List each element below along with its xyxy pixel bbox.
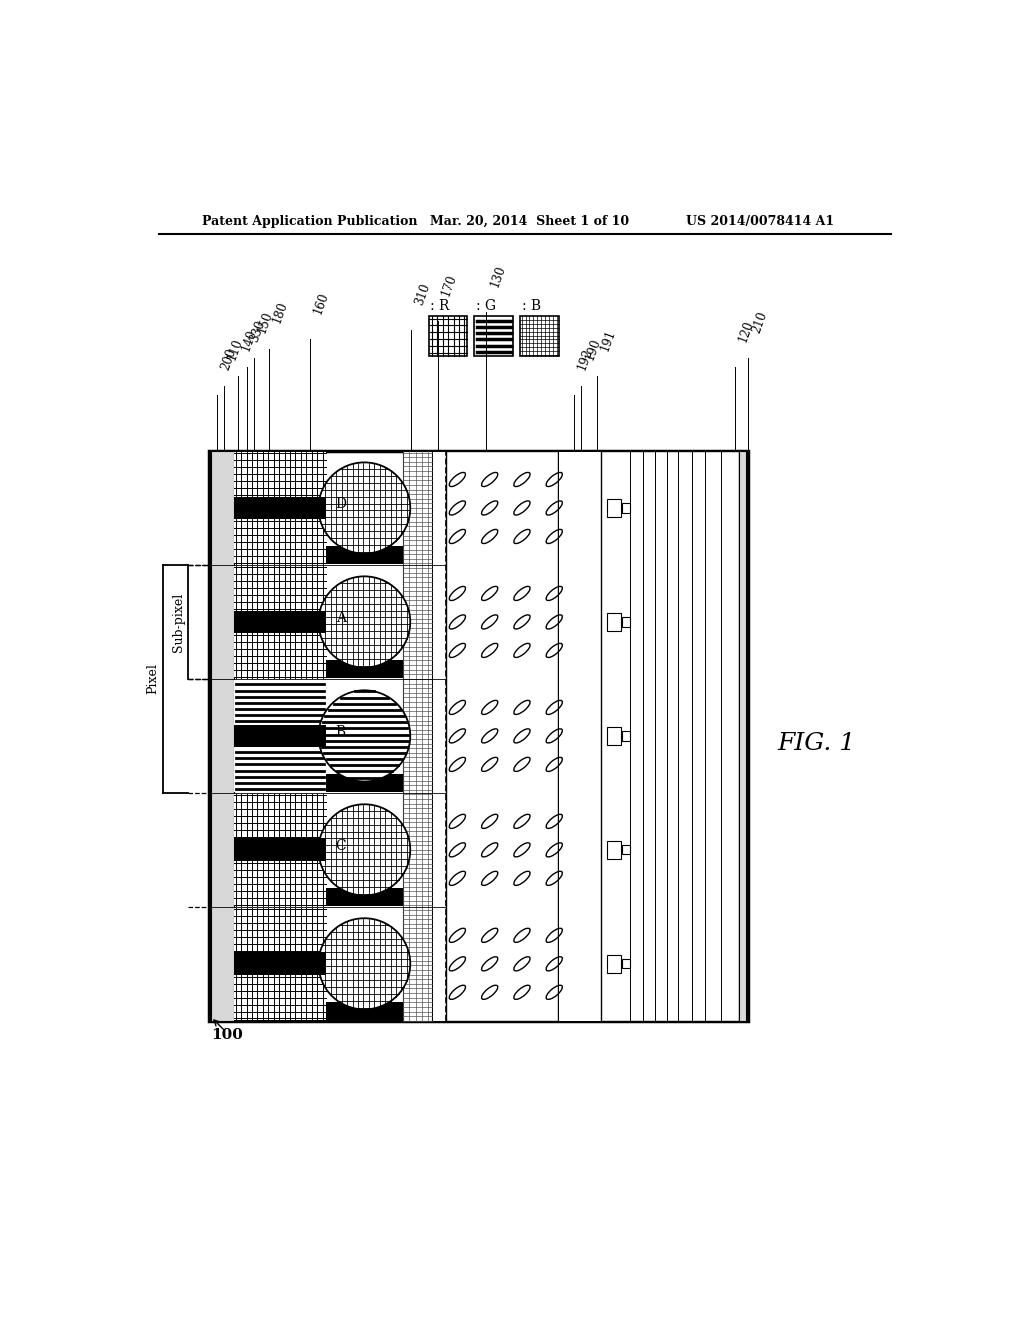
Text: 160: 160 xyxy=(311,290,332,317)
Bar xyxy=(623,731,630,741)
Bar xyxy=(558,451,601,1020)
Text: 110: 110 xyxy=(225,337,246,363)
Bar xyxy=(623,618,630,627)
Text: D: D xyxy=(336,498,347,511)
Bar xyxy=(607,954,621,973)
Bar xyxy=(234,566,326,611)
Bar xyxy=(234,634,326,678)
Bar xyxy=(738,451,746,1020)
Circle shape xyxy=(318,577,411,668)
Text: B: B xyxy=(336,725,346,739)
Bar xyxy=(601,451,738,1020)
Circle shape xyxy=(318,690,411,781)
Text: : G: : G xyxy=(476,300,496,313)
Text: Mar. 20, 2014  Sheet 1 of 10: Mar. 20, 2014 Sheet 1 of 10 xyxy=(430,215,630,228)
Bar xyxy=(623,503,630,512)
Bar xyxy=(234,725,326,747)
Text: C: C xyxy=(336,840,346,853)
Bar xyxy=(429,317,467,356)
Bar xyxy=(234,793,326,838)
Bar xyxy=(234,975,326,1020)
Bar xyxy=(234,908,326,953)
Bar xyxy=(607,726,621,744)
Bar xyxy=(234,611,326,634)
Bar xyxy=(234,861,326,906)
Text: Sub-pixel: Sub-pixel xyxy=(172,593,184,652)
Text: 140: 140 xyxy=(240,327,259,354)
Text: Pixel: Pixel xyxy=(146,664,160,694)
Bar xyxy=(326,1002,403,1020)
Text: 192: 192 xyxy=(575,346,595,372)
Bar xyxy=(607,612,621,631)
Bar xyxy=(623,845,630,854)
Bar xyxy=(209,451,748,1020)
Bar xyxy=(234,451,326,496)
Text: 191: 191 xyxy=(598,327,618,354)
Bar xyxy=(234,953,326,975)
Text: A: A xyxy=(336,611,346,626)
Circle shape xyxy=(318,804,411,895)
Bar xyxy=(607,841,621,859)
Text: 330: 330 xyxy=(248,318,268,345)
Text: 150: 150 xyxy=(255,309,275,335)
Bar xyxy=(326,888,403,906)
Text: 190: 190 xyxy=(583,337,603,363)
Bar xyxy=(326,660,403,678)
Bar xyxy=(326,774,403,792)
Bar xyxy=(607,499,621,517)
Bar xyxy=(403,451,432,1020)
Bar xyxy=(623,960,630,969)
Text: 130: 130 xyxy=(488,263,508,289)
Text: 180: 180 xyxy=(270,300,291,326)
Text: 310: 310 xyxy=(413,281,432,308)
Text: : B: : B xyxy=(521,300,541,313)
Bar xyxy=(234,838,326,861)
Bar xyxy=(234,496,326,519)
Text: 100: 100 xyxy=(211,1028,243,1041)
Text: 200: 200 xyxy=(219,346,239,372)
Text: Patent Application Publication: Patent Application Publication xyxy=(202,215,417,228)
Text: : R: : R xyxy=(430,300,450,313)
Bar xyxy=(474,317,513,356)
Bar xyxy=(234,747,326,792)
Bar xyxy=(234,519,326,564)
Bar xyxy=(445,451,558,1020)
Circle shape xyxy=(318,462,411,553)
Bar xyxy=(432,451,445,1020)
Bar xyxy=(520,317,559,356)
Text: 120: 120 xyxy=(736,318,756,345)
Bar xyxy=(234,680,326,725)
Text: 170: 170 xyxy=(439,272,460,298)
Text: US 2014/0078414 A1: US 2014/0078414 A1 xyxy=(686,215,835,228)
Bar xyxy=(209,451,748,1020)
Circle shape xyxy=(318,919,411,1010)
Text: 210: 210 xyxy=(750,309,769,335)
Bar xyxy=(211,451,234,1020)
Bar xyxy=(326,546,403,564)
Text: FIG. 1: FIG. 1 xyxy=(777,733,855,755)
